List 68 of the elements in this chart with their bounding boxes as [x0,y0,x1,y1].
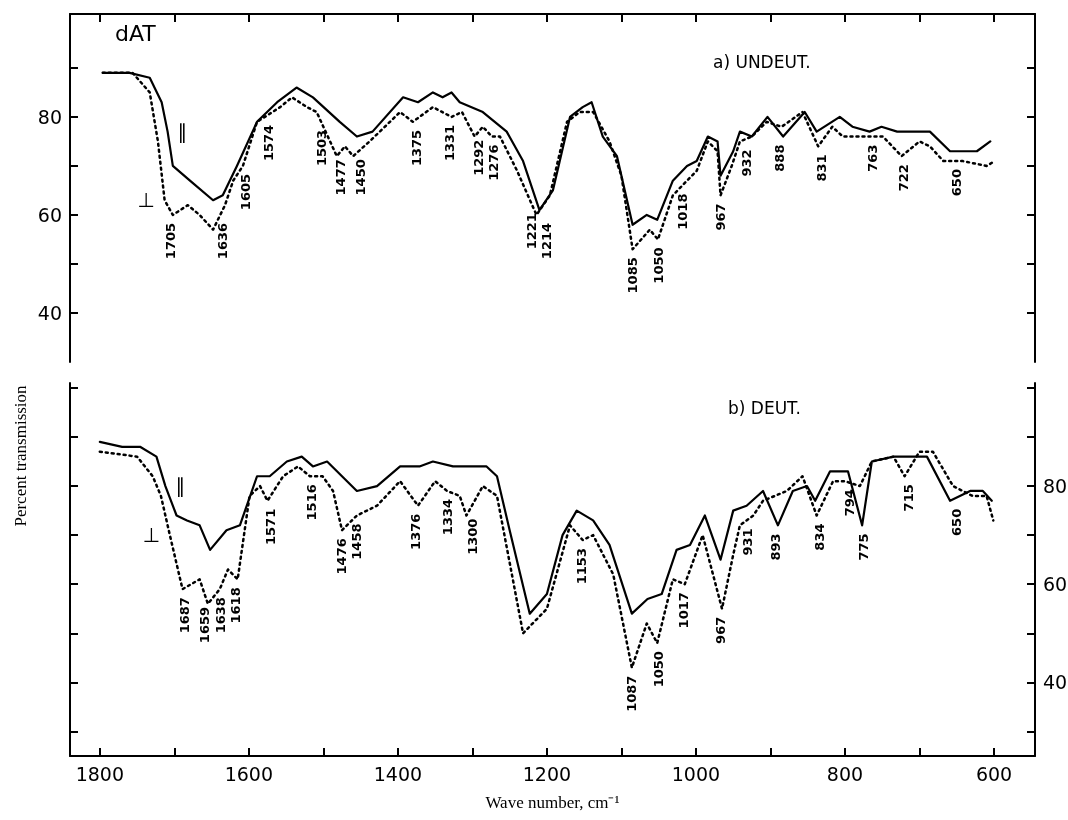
annotation: 1331 [441,124,457,162]
annotation: 1153 [574,548,590,585]
annotation: 1221 [523,213,539,250]
annotation: 1503 [313,129,329,167]
annotation: 932 [739,149,755,177]
annotation: 794 [841,489,857,517]
annotation: 775 [856,533,872,561]
annotation: 1476 [333,538,349,575]
annotation: 722 [895,164,911,192]
y-tick-label: 40 [37,301,62,324]
annotation: 1477 [333,159,348,196]
annotation: 1334 [439,498,455,536]
y-tick-label: 80 [1043,475,1068,498]
x-tick-label: 1000 [671,762,721,785]
x-tick-label: 1400 [373,762,423,785]
annotation: 831 [814,154,830,182]
y-tick-label: 80 [37,105,62,128]
series-label: ∥ [177,119,188,144]
annotation: 1571 [262,508,278,545]
text: b) DEUT. [728,397,801,418]
annotation: 650 [949,508,965,536]
series-label: ∥ [175,474,186,499]
text: a) UNDEUT. [713,51,811,72]
x-axis-title: Wave number, cm⁻¹ [485,793,620,812]
y-axis-title: Percent transmission [10,384,30,527]
annotation: 650 [949,169,965,197]
annotation: 834 [812,523,828,551]
annotation: 967 [713,203,729,231]
annotation: 715 [900,484,916,512]
annotation: 1687 [176,597,192,634]
annotation: 1638 [213,597,229,634]
annotation: 1018 [675,193,691,230]
annotation: 1618 [228,587,244,624]
annotation: 1300 [464,518,480,555]
annotation: 967 [713,616,729,644]
series-label: ⊥ [137,188,155,213]
annotation: 1276 [485,144,501,181]
annotation: 1659 [197,606,213,644]
x-tick-label: 1200 [522,762,572,785]
annotation: 1375 [409,129,425,167]
annotation: 1017 [675,592,691,629]
annotation: dAT [115,20,157,46]
annotation: 1085 [625,257,641,294]
annotation: 1292 [470,139,486,176]
x-tick-label: 600 [975,762,1013,785]
annotation: 1450 [353,159,369,196]
annotation: 1050 [651,247,667,284]
y-tick-label: 60 [37,203,62,226]
annotation: 1458 [348,523,364,560]
annotation: 1516 [303,484,319,521]
series-label: ⊥ [142,523,160,548]
annotation: 1050 [651,651,667,688]
annotation: 1376 [408,513,424,550]
annotation: 1636 [214,222,230,260]
annotation: 1087 [623,675,639,712]
annotation: 893 [768,533,784,561]
annotation: 763 [865,144,881,172]
annotation: 1214 [538,222,554,260]
x-tick-label: 1600 [224,762,274,785]
annotation: 931 [739,528,755,556]
y-tick-label: 40 [1043,671,1068,694]
y-tick-label: 60 [1043,573,1068,596]
annotation: 1705 [163,222,179,260]
x-tick-label: 1800 [75,762,124,785]
annotation: 1574 [260,124,276,162]
x-tick-label: 800 [826,762,864,785]
annotation: 1605 [237,173,253,211]
annotation: 888 [771,144,787,172]
